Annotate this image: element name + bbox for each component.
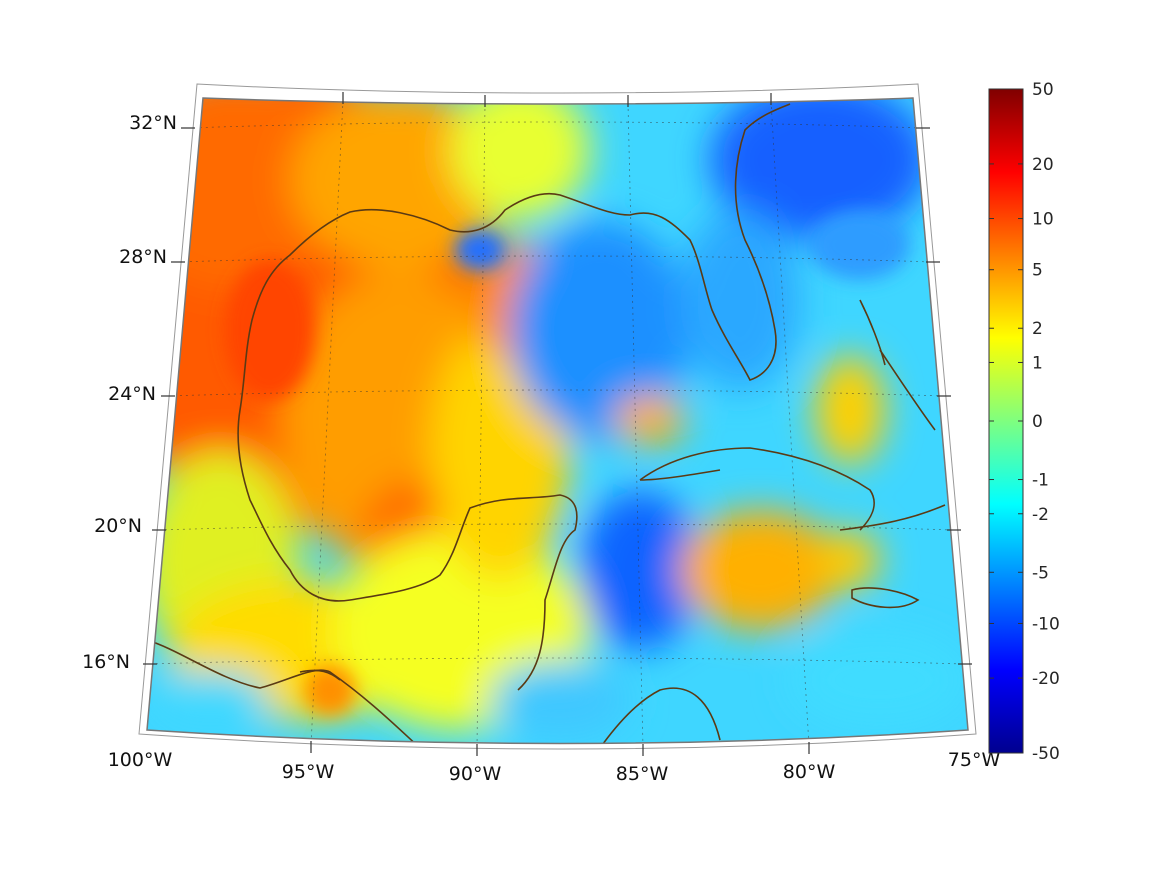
colorbar-tick-label: 10 [1032,210,1054,230]
colorbar-tick-label: -2 [1032,505,1049,525]
colorbar-tick-label: 2 [1032,319,1043,339]
frame-ticks [143,92,972,756]
map-frame-outer [138,83,977,750]
colorbar-tick-label: 0 [1032,412,1043,432]
colorbar-tick-label: 50 [1032,80,1054,100]
lon-label-100w: 100°W [108,749,173,771]
coastline [147,103,946,744]
lat-label-32n: 32°N [129,112,177,134]
colorbar-tick-label: -5 [1032,563,1049,583]
lat-label-20n: 20°N [94,515,142,537]
colorbar-tick-label: 20 [1032,155,1054,175]
lat-label-16n: 16°N [82,651,130,673]
colorbar-tick-label: 5 [1032,261,1043,281]
lon-label-75w: 75°W [948,749,1001,771]
graticule [149,99,965,744]
lon-label-95w: 95°W [282,761,335,783]
colorbar-tick-label: -50 [1032,744,1060,764]
map-frame [146,97,969,745]
colorbar-tick-label: -1 [1032,471,1049,491]
lon-label-85w: 85°W [616,763,669,785]
longitude-labels: 100°W 95°W 90°W 85°W 80°W 75°W [108,749,1001,785]
colorbar-tick-label: -20 [1032,669,1060,689]
lon-label-80w: 80°W [783,761,836,783]
latitude-labels: 32°N 28°N 24°N 20°N 16°N [82,112,177,673]
data-field [147,98,968,744]
colorbar-gradient [988,88,1024,754]
lon-label-90w: 90°W [449,763,502,785]
lat-label-24n: 24°N [108,383,156,405]
colorbar-tick-label: 1 [1032,353,1043,373]
colorbar-tick-label: -10 [1032,614,1060,634]
lat-label-28n: 28°N [119,246,167,268]
colorbar-ticks [989,88,1023,754]
